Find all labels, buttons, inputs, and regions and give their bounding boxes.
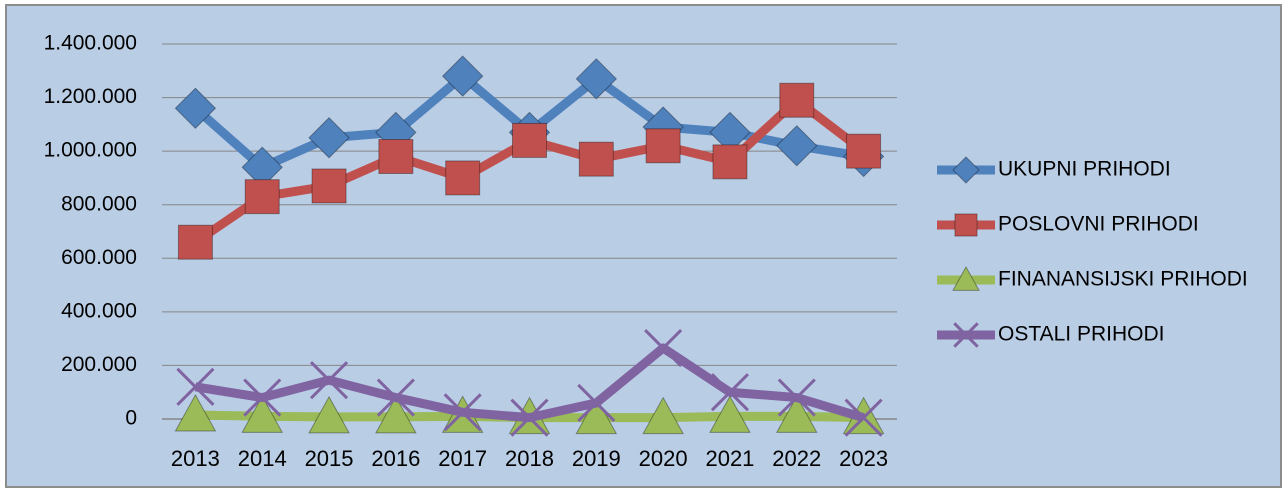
legend-label: UKUPNI PRIHODI — [998, 158, 1171, 181]
marker — [846, 133, 882, 169]
marker — [952, 265, 980, 291]
x-tick-label: 2015 — [305, 446, 354, 471]
x-tick-label: 2017 — [438, 446, 487, 471]
marker — [577, 383, 616, 422]
marker — [575, 58, 618, 100]
marker — [441, 55, 484, 97]
legend-label: POSLOVNI PRIHODI — [998, 213, 1199, 236]
marker — [710, 373, 750, 412]
marker — [244, 179, 280, 215]
marker — [578, 141, 614, 177]
y-tick-label: 1.000.000 — [44, 139, 137, 162]
marker — [510, 398, 549, 437]
x-tick-label: 2019 — [572, 446, 621, 471]
marker — [376, 378, 415, 417]
marker — [952, 156, 980, 184]
marker — [177, 224, 213, 260]
marker — [309, 361, 349, 400]
x-tick-label: 2020 — [639, 446, 688, 471]
x-tick-label: 2018 — [505, 446, 554, 471]
chart-background — [5, 4, 1282, 488]
marker — [645, 128, 681, 164]
y-tick-label: 800.000 — [61, 192, 137, 215]
marker — [375, 395, 417, 434]
marker — [575, 396, 618, 435]
x-tick-label: 2016 — [371, 446, 420, 471]
marker — [776, 125, 818, 167]
y-tick-label: 400.000 — [61, 299, 137, 322]
y-tick-label: 200.000 — [61, 353, 137, 376]
marker — [378, 139, 414, 174]
marker — [174, 393, 217, 432]
marker — [311, 168, 347, 204]
marker — [954, 213, 978, 237]
x-tick-label: 2013 — [171, 446, 220, 471]
y-tick-label: 600.000 — [61, 246, 137, 269]
marker — [642, 396, 684, 435]
x-tick-label: 2022 — [772, 446, 821, 471]
marker — [308, 117, 350, 159]
marker — [243, 378, 282, 417]
marker — [953, 322, 979, 348]
marker — [779, 82, 815, 118]
legend-label: FINANANSIJSKI PRIHODI — [998, 268, 1248, 291]
marker — [443, 393, 482, 432]
marker — [308, 395, 350, 434]
y-tick-label: 1.400.000 — [44, 32, 137, 55]
x-tick-label: 2021 — [705, 446, 754, 471]
y-tick-label: 0 — [125, 407, 137, 430]
marker — [844, 398, 883, 437]
marker — [176, 367, 215, 406]
marker — [644, 328, 683, 368]
marker — [775, 395, 818, 433]
marker — [241, 395, 284, 433]
marker — [174, 87, 217, 129]
marker — [709, 395, 751, 433]
marker — [445, 160, 481, 196]
marker — [712, 144, 748, 180]
y-tick-label: 1.200.000 — [44, 85, 137, 108]
x-tick-label: 2023 — [839, 446, 888, 471]
x-tick-label: 2014 — [238, 446, 287, 471]
marker — [512, 122, 547, 158]
marker — [777, 378, 816, 417]
legend-label: OSTALI PRIHODI — [998, 323, 1164, 346]
